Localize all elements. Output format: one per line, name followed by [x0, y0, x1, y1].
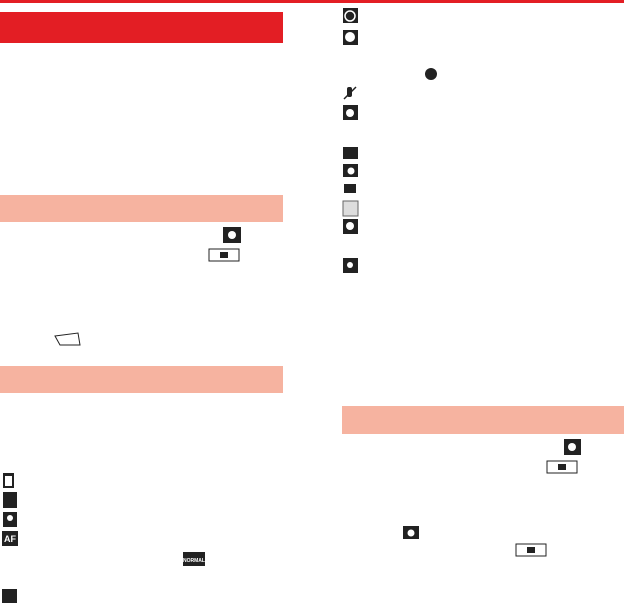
battery-icon: [3, 473, 14, 488]
camera-key-icon: [223, 227, 241, 243]
palette-icon: [425, 68, 437, 80]
back-key-icon: [54, 332, 81, 346]
section-bar: [342, 406, 624, 434]
camera-icon: [403, 526, 419, 539]
section-bar: [0, 366, 283, 393]
timer-icon: [343, 8, 358, 23]
camera-key-icon: [564, 439, 581, 455]
mic-off-icon: [343, 86, 357, 100]
shutter-key-icon: [208, 248, 240, 262]
blank-icon: [342, 200, 359, 217]
settings-icon: [343, 258, 358, 273]
camera-icon: [343, 164, 358, 177]
normal-icon: NORMAL: [183, 552, 205, 566]
video-icon: [344, 184, 356, 193]
palette-icon: [343, 30, 358, 45]
storage-icon: [3, 492, 17, 508]
camera-icon: [343, 105, 358, 120]
section-bar: [0, 195, 283, 222]
top-rule: [0, 0, 624, 3]
scene-icon: [343, 219, 358, 234]
film-icon: [343, 147, 358, 159]
location-icon: [3, 512, 17, 527]
af-icon: AF: [2, 531, 18, 546]
af-label: AF: [4, 534, 16, 544]
burst-icon: [2, 589, 17, 603]
title-bar: [0, 12, 283, 43]
shutter-key-icon: [546, 460, 578, 474]
shutter-key-icon: [515, 543, 547, 557]
normal-label: NORMAL: [183, 558, 205, 564]
